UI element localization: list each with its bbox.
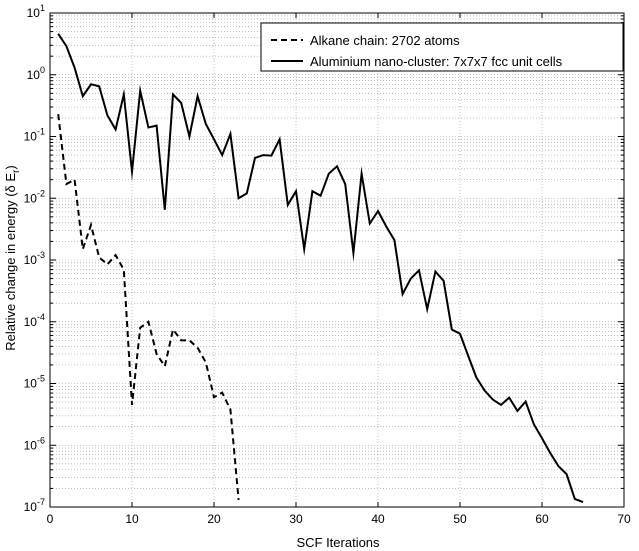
- y-axis-title-subscript: r: [11, 169, 22, 173]
- y-tick-label-base: 10: [24, 438, 38, 452]
- y-tick-label-base: 10: [24, 253, 38, 267]
- y-tick-label-exponent: -5: [37, 374, 45, 384]
- x-tick-label: 60: [535, 512, 549, 526]
- grid-layer: [50, 13, 624, 507]
- label-layer: 0 10 20 30 40 50 60 7010110010-110-210-310-410-…: [24, 3, 631, 526]
- x-tick-label: 50: [453, 512, 467, 526]
- x-tick-label: 70: [617, 512, 631, 526]
- y-tick-label-base: 10: [27, 68, 41, 82]
- y-tick-label-base: 10: [24, 315, 38, 329]
- x-tick-label: 30: [289, 512, 303, 526]
- series-layer: [57, 33, 584, 504]
- y-tick-label-exponent: -1: [37, 127, 45, 137]
- y-tick-label-base: 10: [24, 130, 38, 144]
- y-tick-label-base: 10: [24, 191, 38, 205]
- y-tick-label-exponent: -2: [37, 188, 45, 198]
- y-tick-label-exponent: -7: [37, 497, 45, 507]
- series-line-aluminium: [57, 33, 584, 504]
- y-tick-label: 10-7: [24, 497, 45, 514]
- y-tick-label: 10-4: [24, 312, 45, 329]
- x-axis-title: SCF Iterations: [296, 535, 380, 550]
- series-line-alkane: [57, 114, 240, 501]
- y-axis-title: Relative change in energy (δ Er): [3, 165, 22, 350]
- y-axis-title-main: Relative change in energy (δ E: [3, 173, 18, 351]
- legend-box: [260, 22, 624, 72]
- y-axis-title-close: ): [3, 165, 18, 169]
- legend-label-aluminium: Aluminium nano-cluster: 7x7x7 fcc unit c…: [310, 54, 563, 69]
- y-tick-label-exponent: 0: [40, 65, 45, 75]
- y-tick-label: 100: [27, 65, 45, 82]
- y-tick-label: 101: [27, 3, 45, 20]
- y-tick-label-exponent: -6: [37, 435, 45, 445]
- y-tick-label: 10-5: [24, 374, 45, 391]
- y-tick-label-base: 10: [27, 6, 41, 20]
- y-tick-label-base: 10: [24, 377, 38, 391]
- x-tick-label: 20: [207, 512, 221, 526]
- legend-label-alkane: Alkane chain: 2702 atoms: [310, 33, 460, 48]
- legend: Alkane chain: 2702 atoms Aluminium nano-…: [260, 22, 624, 72]
- y-tick-label-exponent: -3: [37, 250, 45, 260]
- y-tick-label-exponent: -4: [37, 312, 45, 322]
- tick-layer: [49, 12, 625, 508]
- y-tick-label-exponent: 1: [40, 3, 45, 13]
- x-tick-label: 10: [125, 512, 139, 526]
- x-tick-label: 0: [47, 512, 54, 526]
- y-tick-label: 10-3: [24, 250, 45, 267]
- y-tick-label: 10-2: [24, 188, 45, 205]
- y-tick-label-base: 10: [24, 500, 38, 514]
- y-tick-label: 10-6: [24, 435, 45, 452]
- y-tick-label: 10-1: [24, 127, 45, 144]
- x-tick-label: 40: [371, 512, 385, 526]
